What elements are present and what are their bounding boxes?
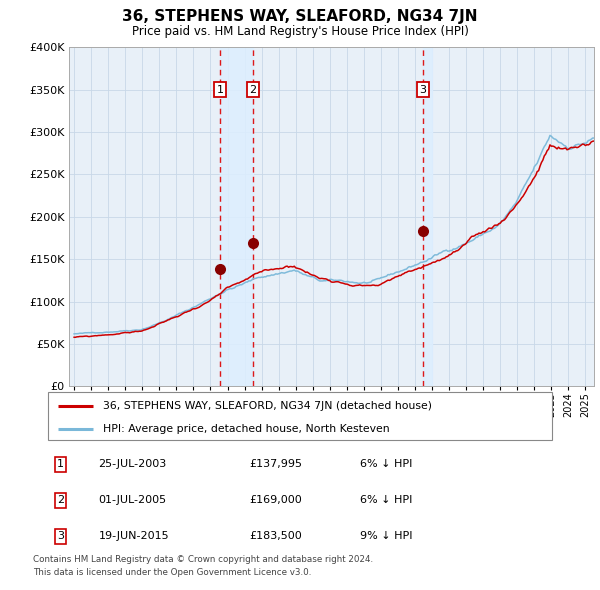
Text: 1: 1	[57, 460, 64, 469]
Text: 2: 2	[250, 84, 257, 94]
Bar	[220, 47, 253, 386]
Text: 3: 3	[419, 84, 427, 94]
Text: Price paid vs. HM Land Registry's House Price Index (HPI): Price paid vs. HM Land Registry's House …	[131, 25, 469, 38]
Text: 19-JUN-2015: 19-JUN-2015	[98, 532, 169, 542]
Text: 3: 3	[57, 532, 64, 542]
Text: 2: 2	[57, 496, 64, 506]
Text: £137,995: £137,995	[250, 460, 302, 469]
Text: 01-JUL-2005: 01-JUL-2005	[98, 496, 167, 506]
Text: HPI: Average price, detached house, North Kesteven: HPI: Average price, detached house, Nort…	[103, 424, 390, 434]
Text: 36, STEPHENS WAY, SLEAFORD, NG34 7JN (detached house): 36, STEPHENS WAY, SLEAFORD, NG34 7JN (de…	[103, 401, 433, 411]
Bar	[423, 47, 432, 386]
Text: Contains HM Land Registry data © Crown copyright and database right 2024.: Contains HM Land Registry data © Crown c…	[33, 555, 373, 563]
Text: 6% ↓ HPI: 6% ↓ HPI	[361, 460, 413, 469]
Text: £169,000: £169,000	[250, 496, 302, 506]
Text: 25-JUL-2003: 25-JUL-2003	[98, 460, 167, 469]
Text: 36, STEPHENS WAY, SLEAFORD, NG34 7JN: 36, STEPHENS WAY, SLEAFORD, NG34 7JN	[122, 9, 478, 24]
Text: £183,500: £183,500	[250, 532, 302, 542]
Text: 1: 1	[217, 84, 224, 94]
Text: 6% ↓ HPI: 6% ↓ HPI	[361, 496, 413, 506]
Text: This data is licensed under the Open Government Licence v3.0.: This data is licensed under the Open Gov…	[33, 568, 311, 576]
Text: 9% ↓ HPI: 9% ↓ HPI	[361, 532, 413, 542]
FancyBboxPatch shape	[48, 392, 552, 440]
